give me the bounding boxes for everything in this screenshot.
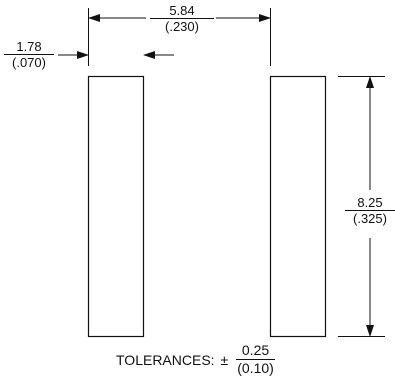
pad-width-label: 1.78 (.070)	[4, 39, 54, 70]
pad-spacing-label: 5.84 (.230)	[150, 3, 214, 34]
left-pad	[87, 75, 145, 338]
pad-length-label: 8.25 (.325)	[345, 195, 395, 226]
tolerance-mm: 0.25	[236, 342, 275, 360]
tolerance-note: TOLERANCES: ± 0.25 (0.10)	[116, 342, 275, 377]
pad-width-mm: 1.78	[4, 39, 54, 55]
plus-minus-sign: ±	[220, 351, 229, 368]
pad-length-mm: 8.25	[345, 195, 395, 211]
pad-width-inch: (.070)	[12, 55, 46, 70]
tolerance-inch: (0.10)	[237, 360, 274, 376]
right-pad	[269, 75, 327, 338]
pad-spacing-mm: 5.84	[150, 3, 214, 19]
pad-length-inch: (.325)	[353, 211, 387, 226]
tolerance-value: 0.25 (0.10)	[236, 342, 275, 377]
tolerance-label: TOLERANCES:	[116, 351, 215, 368]
pad-spacing-inch: (.230)	[165, 19, 199, 34]
